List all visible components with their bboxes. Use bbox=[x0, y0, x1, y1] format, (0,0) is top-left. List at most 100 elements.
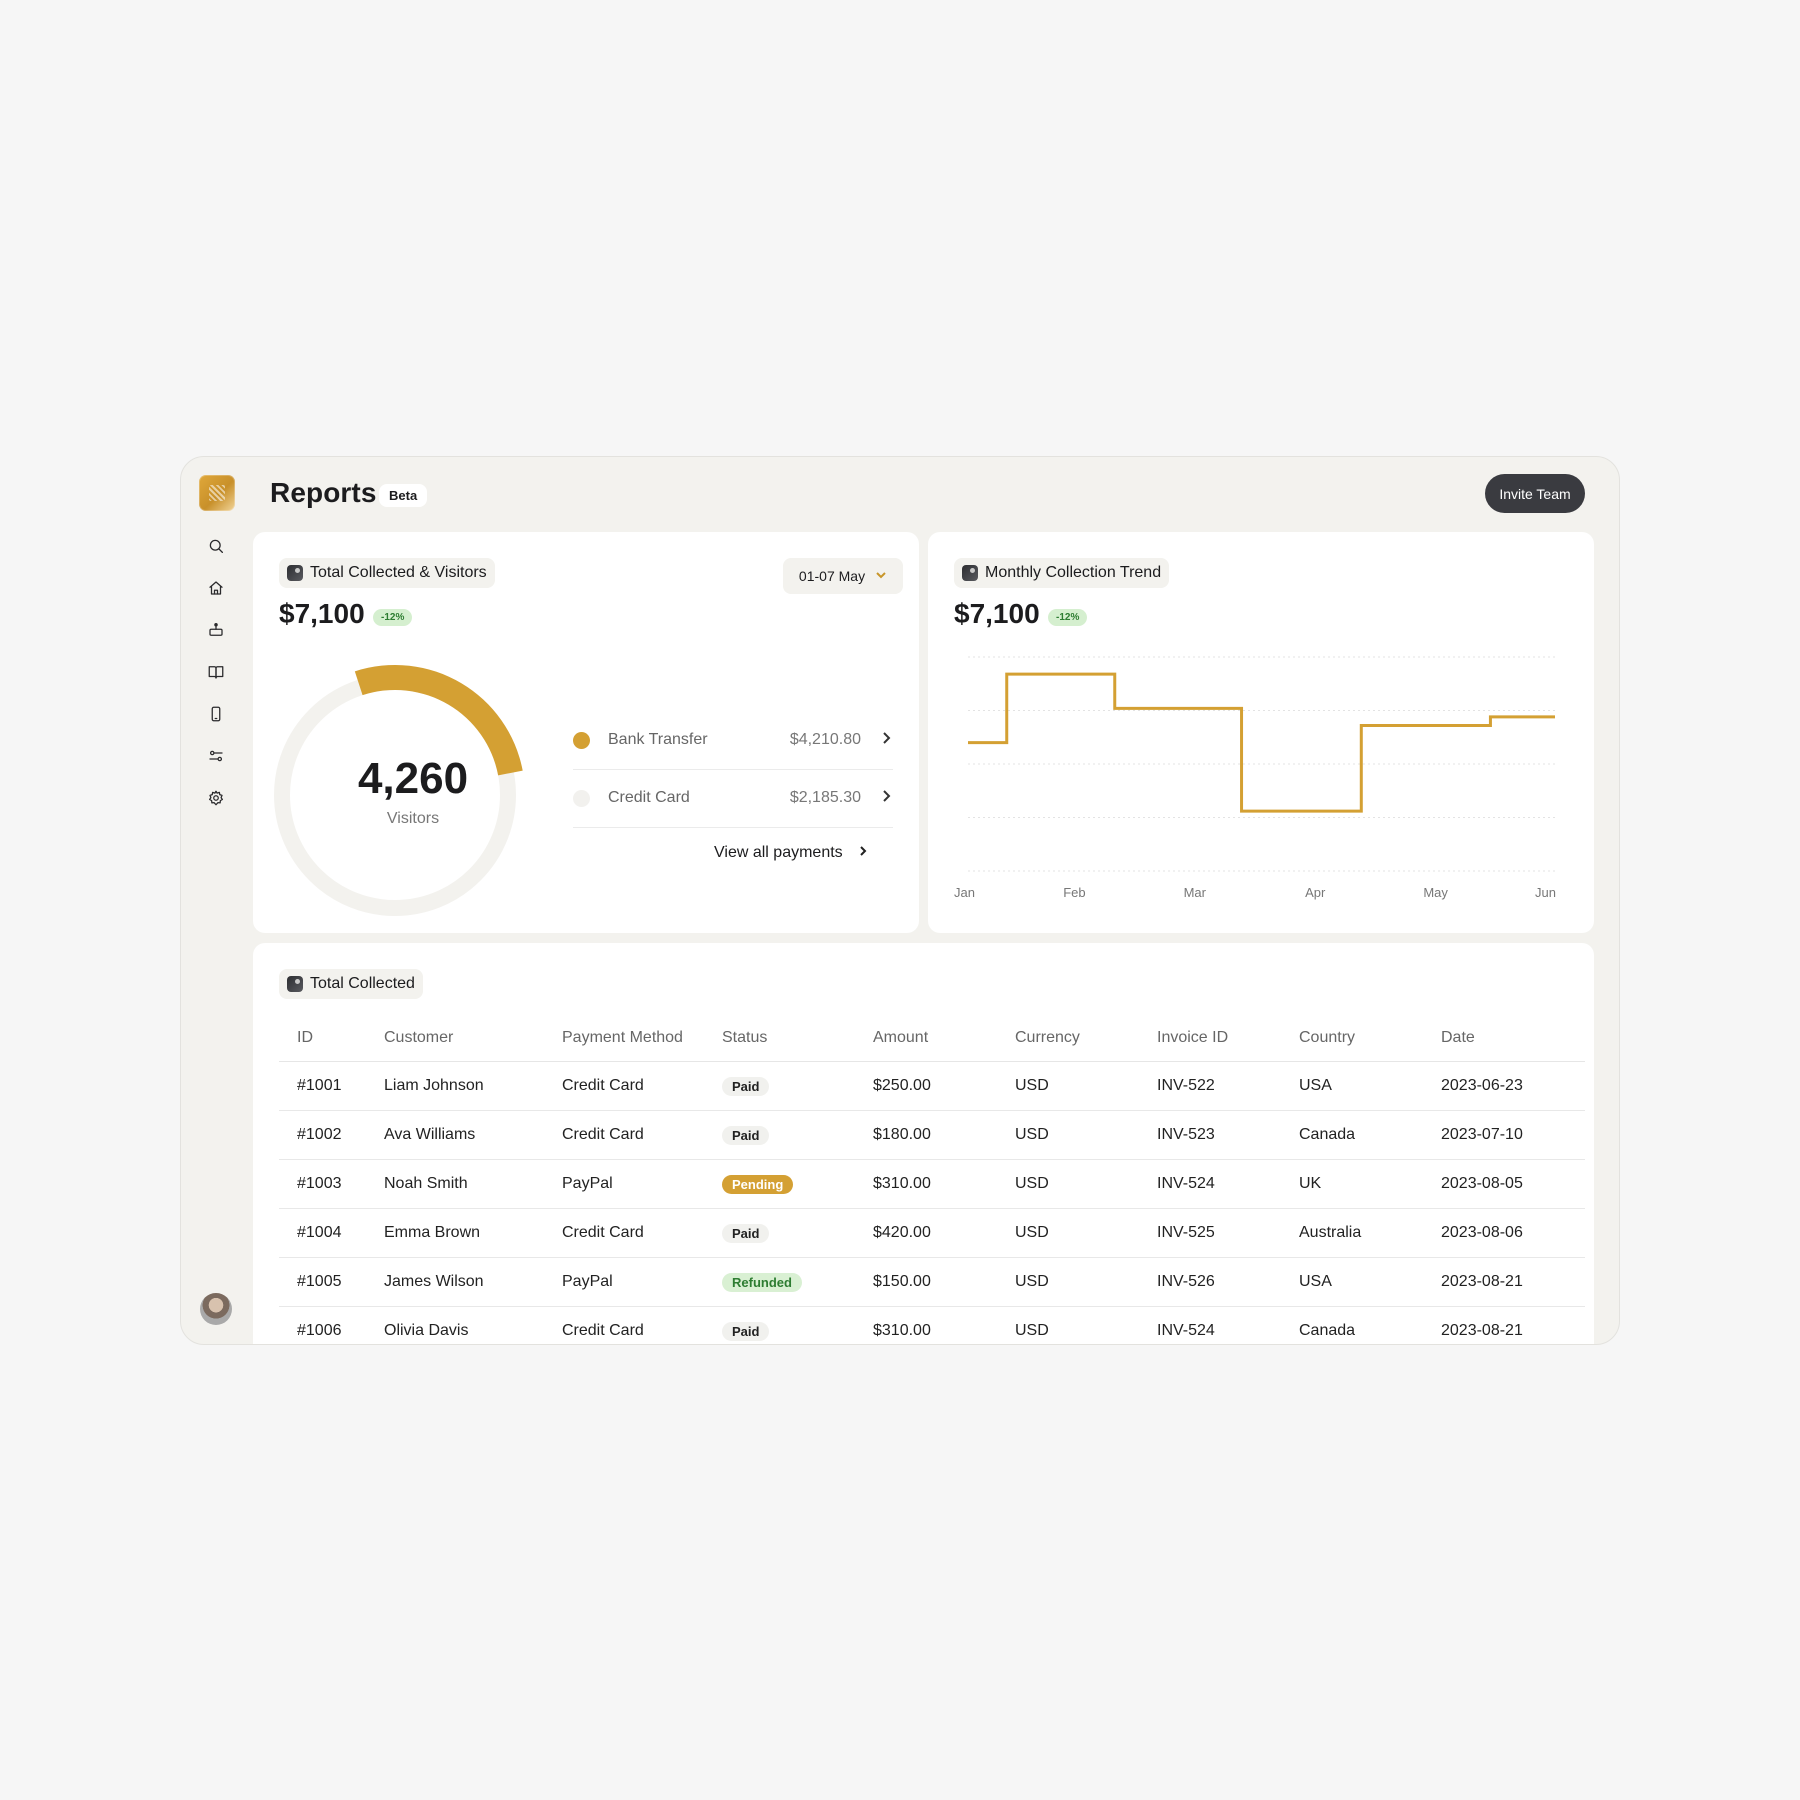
status-cell: Paid bbox=[722, 1110, 873, 1160]
id-cell: #1005 bbox=[279, 1257, 384, 1307]
status-cell: Paid bbox=[722, 1061, 873, 1111]
visitors-card-title: Total Collected & Visitors bbox=[279, 558, 495, 588]
invoice-cell: INV-525 bbox=[1157, 1208, 1299, 1258]
mobile-icon[interactable] bbox=[206, 704, 226, 724]
visitors-label: Visitors bbox=[386, 810, 440, 827]
date-cell: 2023-08-21 bbox=[1441, 1257, 1585, 1307]
column-header[interactable]: Status bbox=[722, 1015, 873, 1062]
sliders-icon[interactable] bbox=[206, 746, 226, 766]
status-badge: Paid bbox=[722, 1076, 770, 1096]
trend-card: Monthly Collection Trend $7,100 -12% Jan… bbox=[928, 532, 1594, 933]
legend-row-credit-card[interactable]: Credit Card $2,185.30 bbox=[573, 769, 893, 828]
chevron-right-icon bbox=[857, 844, 869, 862]
country-cell: UK bbox=[1299, 1159, 1441, 1209]
card-icon bbox=[287, 976, 303, 992]
app-logo[interactable] bbox=[199, 475, 235, 511]
method-cell: Credit Card bbox=[562, 1306, 722, 1344]
column-header[interactable]: Currency bbox=[1015, 1015, 1157, 1062]
method-cell: Credit Card bbox=[562, 1208, 722, 1258]
column-header[interactable]: Date bbox=[1441, 1015, 1585, 1062]
country-cell: USA bbox=[1299, 1061, 1441, 1111]
status-cell: Refunded bbox=[722, 1257, 873, 1307]
amount-cell: $420.00 bbox=[873, 1208, 1015, 1258]
x-tick-label: May bbox=[1423, 885, 1448, 900]
status-badge: Paid bbox=[722, 1125, 770, 1145]
invoice-cell: INV-524 bbox=[1157, 1159, 1299, 1209]
legend-value: $4,210.80 bbox=[789, 731, 861, 748]
legend-value: $2,185.30 bbox=[789, 789, 861, 806]
legend-row-bank-transfer[interactable]: Bank Transfer $4,210.80 bbox=[573, 711, 893, 770]
table-row[interactable]: #1006 Olivia Davis Credit Card Paid $310.00 U… bbox=[279, 1306, 1585, 1344]
date-cell: 2023-06-23 bbox=[1441, 1061, 1585, 1111]
table-row[interactable]: #1002 Ava Williams Credit Card Paid $180.00 U… bbox=[279, 1110, 1585, 1160]
donut-arc bbox=[354, 665, 523, 776]
chevron-right-icon bbox=[879, 789, 893, 808]
search-icon[interactable] bbox=[206, 536, 226, 556]
delta-badge: -12% bbox=[373, 609, 413, 626]
id-cell: #1004 bbox=[279, 1208, 384, 1258]
table-row[interactable]: #1004 Emma Brown Credit Card Paid $420.00 USD… bbox=[279, 1208, 1585, 1258]
date-range-select[interactable]: 01-07 May bbox=[783, 558, 903, 594]
column-header[interactable]: Customer bbox=[384, 1015, 562, 1062]
payments-table: ID Customer Payment Method Status Amount… bbox=[279, 1015, 1585, 1344]
status-cell: Paid bbox=[722, 1306, 873, 1344]
x-tick-label: Jun bbox=[1535, 885, 1556, 900]
date-cell: 2023-08-21 bbox=[1441, 1306, 1585, 1344]
legend-label: Credit Card bbox=[608, 789, 690, 806]
visitors-donut bbox=[274, 665, 523, 916]
status-badge: Paid bbox=[722, 1223, 770, 1243]
home-icon[interactable] bbox=[206, 578, 226, 598]
legend-dot bbox=[573, 731, 590, 749]
visitors-value: 4,260 bbox=[357, 754, 469, 803]
invoice-cell: INV-526 bbox=[1157, 1257, 1299, 1307]
currency-cell: USD bbox=[1015, 1110, 1157, 1160]
column-header[interactable]: Amount bbox=[873, 1015, 1015, 1062]
currency-cell: USD bbox=[1015, 1061, 1157, 1111]
inbox-icon[interactable] bbox=[206, 620, 226, 640]
card-icon bbox=[962, 565, 978, 581]
country-cell: Canada bbox=[1299, 1110, 1441, 1160]
user-avatar[interactable] bbox=[200, 1293, 232, 1325]
table-card-title-text: Total Collected bbox=[310, 975, 415, 992]
page-title: Reports bbox=[270, 477, 377, 508]
method-cell: Credit Card bbox=[562, 1061, 722, 1111]
invoice-cell: INV-522 bbox=[1157, 1061, 1299, 1111]
sidebar bbox=[181, 457, 251, 1344]
view-all-label: View all payments bbox=[714, 844, 843, 861]
column-header[interactable]: Invoice ID bbox=[1157, 1015, 1299, 1062]
amount-cell: $180.00 bbox=[873, 1110, 1015, 1160]
total-amount: $7,100 bbox=[279, 598, 365, 629]
gear-icon[interactable] bbox=[206, 788, 226, 808]
country-cell: USA bbox=[1299, 1257, 1441, 1307]
invite-team-button[interactable]: Invite Team bbox=[1485, 474, 1585, 513]
table-header-row: ID Customer Payment Method Status Amount… bbox=[279, 1015, 1585, 1062]
status-cell: Paid bbox=[722, 1208, 873, 1258]
amount-cell: $150.00 bbox=[873, 1257, 1015, 1307]
date-cell: 2023-08-05 bbox=[1441, 1159, 1585, 1209]
trend-card-title-text: Monthly Collection Trend bbox=[985, 564, 1162, 581]
customer-cell: James Wilson bbox=[384, 1257, 562, 1307]
view-all-payments-link[interactable]: View all payments bbox=[714, 844, 869, 862]
delta-badge: -12% bbox=[1048, 609, 1088, 626]
card-icon bbox=[287, 565, 303, 581]
invoice-cell: INV-524 bbox=[1157, 1306, 1299, 1344]
currency-cell: USD bbox=[1015, 1306, 1157, 1344]
method-cell: Credit Card bbox=[562, 1110, 722, 1160]
column-header[interactable]: Country bbox=[1299, 1015, 1441, 1062]
table-row[interactable]: #1003 Noah Smith PayPal Pending $310.00 USD IN… bbox=[279, 1159, 1585, 1209]
visitors-card-title-text: Total Collected & Visitors bbox=[310, 564, 487, 581]
status-badge: Refunded bbox=[722, 1272, 802, 1292]
table-row[interactable]: #1001 Liam Johnson Credit Card Paid $250.00 U… bbox=[279, 1061, 1585, 1111]
status-badge: Pending bbox=[722, 1174, 794, 1194]
book-icon[interactable] bbox=[206, 662, 226, 682]
table-row[interactable]: #1005 James Wilson PayPal Refunded $150.00 US… bbox=[279, 1257, 1585, 1307]
column-header[interactable]: Payment Method bbox=[562, 1015, 722, 1062]
country-cell: Canada bbox=[1299, 1306, 1441, 1344]
currency-cell: USD bbox=[1015, 1208, 1157, 1258]
trend-chart: Jan Feb Mar Apr May Jun bbox=[954, 656, 1556, 900]
column-header[interactable]: ID bbox=[279, 1015, 384, 1062]
date-cell: 2023-07-10 bbox=[1441, 1110, 1585, 1160]
amount-cell: $310.00 bbox=[873, 1159, 1015, 1209]
id-cell: #1003 bbox=[279, 1159, 384, 1209]
customer-cell: Ava Williams bbox=[384, 1110, 562, 1160]
